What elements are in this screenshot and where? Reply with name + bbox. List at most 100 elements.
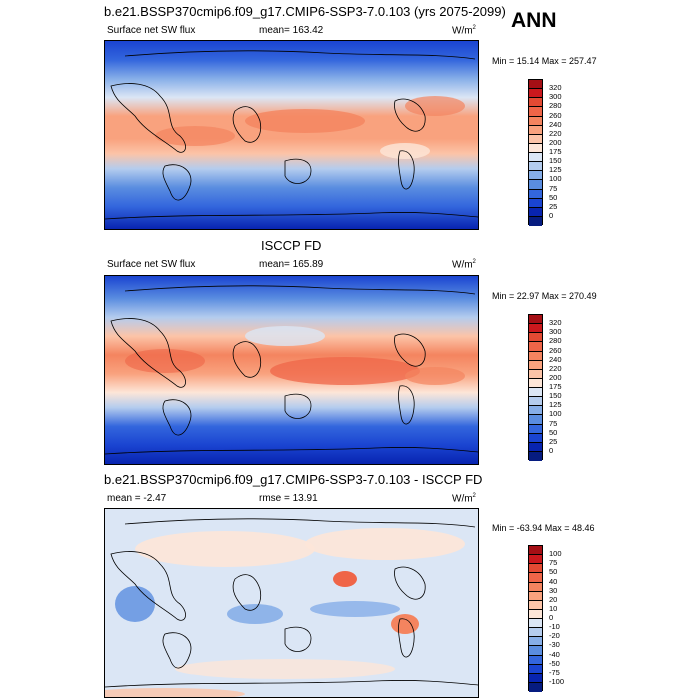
colorbar-swatch	[529, 564, 542, 574]
colorbar-swatch	[529, 89, 542, 99]
panel1-colorbar	[528, 79, 543, 226]
colorbar-swatch	[529, 207, 542, 217]
panel1-variable-label: Surface net SW flux	[107, 25, 196, 36]
colorbar-tick-label: 260	[549, 110, 562, 120]
colorbar-tick-label: 150	[549, 156, 562, 166]
panel1-units: W/m2	[452, 25, 476, 37]
colorbar-tick-label: 200	[549, 372, 562, 382]
colorbar-tick-label: 50	[549, 427, 558, 437]
colorbar-tick-label: 125	[549, 400, 562, 410]
colorbar-swatch	[529, 555, 542, 565]
panel2-mean-label: mean= 165.89	[259, 259, 324, 270]
panel3-min-max: Min = -63.94 Max = 48.46	[492, 523, 595, 533]
colorbar-swatch	[529, 655, 542, 665]
colorbar-swatch	[529, 619, 542, 629]
colorbar-swatch	[529, 609, 542, 619]
panel2-variable-label: Surface net SW flux	[107, 259, 196, 270]
colorbar-swatch	[529, 162, 542, 172]
panel2-min-max: Min = 22.97 Max = 270.49	[492, 291, 597, 301]
colorbar-tick-label: 220	[549, 128, 562, 138]
colorbar-tick-label: 240	[549, 119, 562, 129]
colorbar-swatch	[529, 98, 542, 108]
colorbar-swatch	[529, 646, 542, 656]
colorbar-tick-label: 25	[549, 436, 558, 446]
colorbar-tick-label: 0	[549, 210, 554, 220]
colorbar-swatch	[529, 153, 542, 163]
colorbar-tick-label: 50	[549, 567, 558, 577]
colorbar-tick-label: 40	[549, 576, 558, 586]
colorbar-swatch	[529, 573, 542, 583]
colorbar-swatch	[529, 433, 542, 443]
colorbar-tick-label: 100	[549, 409, 562, 419]
colorbar-swatch	[529, 198, 542, 208]
panel1-mean-label: mean= 163.42	[259, 25, 324, 36]
colorbar-tick-label: -10	[549, 622, 560, 632]
panel2-colorbar-ticks: 320 300 280 260 240 220 200 175 150 125 100 75 50 25 0	[549, 314, 589, 460]
colorbar-tick-label: -30	[549, 640, 560, 650]
panel1-map	[104, 40, 479, 230]
colorbar-tick-label: 240	[549, 354, 562, 364]
colorbar-swatch	[529, 315, 542, 325]
colorbar-swatch	[529, 582, 542, 592]
colorbar-tick-label: 75	[549, 558, 558, 568]
colorbar-swatch	[529, 116, 542, 126]
colorbar-swatch	[529, 600, 542, 610]
colorbar-swatch	[529, 388, 542, 398]
colorbar-swatch	[529, 351, 542, 361]
colorbar-tick-label: 100	[549, 549, 562, 559]
colorbar-swatch	[529, 415, 542, 425]
colorbar-swatch	[529, 664, 542, 674]
colorbar-swatch	[529, 107, 542, 117]
colorbar-swatch	[529, 134, 542, 144]
colorbar-swatch	[529, 180, 542, 190]
colorbar-tick-label: 0	[549, 445, 554, 455]
colorbar-tick-label: 200	[549, 137, 562, 147]
panel3-colorbar	[528, 545, 543, 692]
colorbar-swatch	[529, 171, 542, 181]
colorbar-swatch	[529, 442, 542, 452]
colorbar-tick-label: 320	[549, 318, 562, 328]
panel1-map-field	[105, 41, 478, 229]
panel2-units: W/m2	[452, 259, 476, 271]
panel3-units: W/m2	[452, 493, 476, 505]
colorbar-tick-label: 25	[549, 201, 558, 211]
colorbar-swatch	[529, 360, 542, 370]
colorbar-tick-label: 320	[549, 83, 562, 93]
colorbar-swatch	[529, 125, 542, 135]
colorbar-tick-label: 0	[549, 613, 554, 622]
colorbar-tick-label: 50	[549, 192, 558, 202]
colorbar-tick-label: -50	[549, 658, 560, 668]
season-label: ANN	[511, 9, 557, 32]
colorbar-tick-label: 300	[549, 327, 562, 337]
colorbar-tick-label: -40	[549, 649, 560, 659]
colorbar-swatch	[529, 80, 542, 90]
panel2-colorbar	[528, 314, 543, 461]
colorbar-tick-label: 125	[549, 165, 562, 175]
colorbar-tick-label: 150	[549, 391, 562, 401]
colorbar-swatch	[529, 406, 542, 416]
colorbar-swatch	[529, 451, 542, 461]
panel3-title: b.e21.BSSP370cmip6.f09_g17.CMIP6-SSP3-7.…	[104, 472, 483, 487]
colorbar-swatch	[529, 333, 542, 343]
colorbar-tick-label: 280	[549, 101, 562, 111]
colorbar-swatch	[529, 673, 542, 683]
panel1-min-max: Min = 15.14 Max = 257.47	[492, 56, 597, 66]
panel2-map	[104, 275, 479, 465]
panel3-colorbar-ticks: 100 75 50 40 30 20 10 0 -10 -20 -30 -40 -50 -75 -100	[549, 545, 589, 691]
colorbar-tick-label: 20	[549, 594, 558, 604]
colorbar-swatch	[529, 591, 542, 601]
colorbar-swatch	[529, 546, 542, 556]
colorbar-tick-label: 10	[549, 603, 558, 613]
panel2-map-field	[105, 276, 478, 464]
panel3-mean-label: mean = -2.47	[107, 493, 167, 504]
panel3-map	[104, 508, 479, 698]
colorbar-tick-label: 175	[549, 147, 562, 156]
colorbar-swatch	[529, 397, 542, 407]
panel2-title: ISCCP FD	[261, 238, 322, 253]
colorbar-tick-label: 75	[549, 418, 558, 428]
colorbar-swatch	[529, 342, 542, 352]
panel3-map-field	[105, 509, 478, 697]
panel1-colorbar-ticks: 320 300 280 260 240 220 200 175 150 125 100 75 50 25 0	[549, 79, 589, 225]
colorbar-tick-label: -100	[549, 676, 565, 686]
colorbar-tick-label: 30	[549, 585, 558, 595]
